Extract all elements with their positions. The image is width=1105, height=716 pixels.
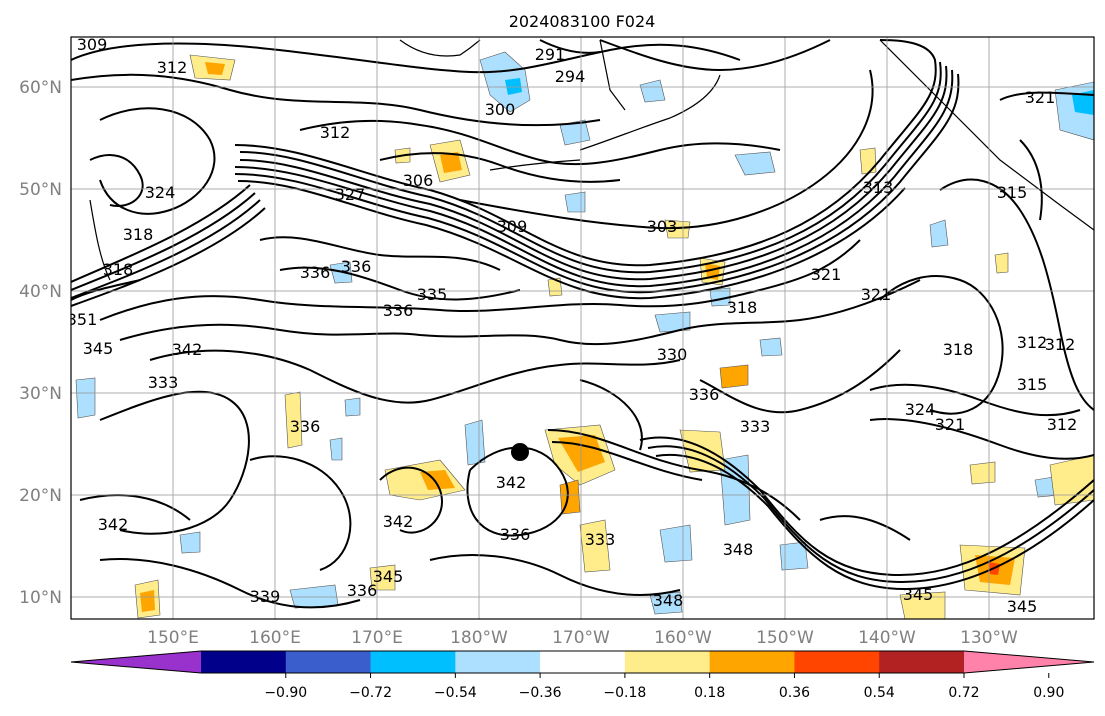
- contour-label: 318: [123, 225, 154, 244]
- colorbar-tick-label: −0.54: [434, 685, 477, 701]
- colorbar-bin: [879, 651, 965, 673]
- lon-label: 160°W: [654, 628, 712, 648]
- colorbar-tick-label: 0.90: [1033, 685, 1064, 701]
- colorbar-extend-low: [71, 651, 201, 673]
- colorbar-tick-label: −0.72: [349, 685, 392, 701]
- contour-label: 315: [1017, 375, 1048, 394]
- contour-labels: 309 312 291 294 300 321 312 324 306 327 303 309 318 3…: [67, 35, 1078, 616]
- contour-label: 306: [403, 171, 434, 190]
- lat-label: 60°N: [19, 78, 62, 98]
- contour-label: 345: [83, 339, 114, 358]
- colorbar-tick-label: 0.72: [948, 685, 979, 701]
- contour-label: 303: [647, 217, 678, 236]
- contour-label: 345: [373, 567, 404, 586]
- shaded-anomaly-patches: [75, 51, 1094, 619]
- contour-label: 333: [585, 530, 616, 549]
- lon-label: 150°E: [147, 628, 199, 648]
- colorbar-bin: [201, 651, 287, 673]
- contour-label: 336: [347, 581, 378, 600]
- contour-label: 312: [1047, 415, 1078, 434]
- contour-label: 348: [653, 591, 684, 610]
- contour-label: 345: [903, 585, 934, 604]
- colorbar-bin: [794, 651, 880, 673]
- gridlines: [71, 37, 1094, 619]
- contour-label: 321: [861, 285, 892, 304]
- contour-label: 336: [383, 301, 414, 320]
- lat-label: 30°N: [19, 384, 62, 404]
- contour-label: 327: [335, 185, 366, 204]
- contour-label: 291: [535, 45, 566, 64]
- contour-label: 324: [905, 400, 936, 419]
- contour-label: 300: [485, 100, 516, 119]
- colorbar-tick-label: −0.18: [603, 685, 646, 701]
- colorbar-bin: [370, 651, 456, 673]
- lon-label: 150°W: [756, 628, 814, 648]
- contour-label: 318: [943, 340, 974, 359]
- contour-label: 318: [727, 298, 758, 317]
- contour-label: 324: [145, 183, 176, 202]
- lat-label: 40°N: [19, 282, 62, 302]
- lon-label: 170°E: [351, 628, 403, 648]
- longitude-axis: 150°E 160°E 170°E 180°W 170°W 160°W 150°…: [147, 628, 1018, 648]
- contour-label: 309: [497, 217, 528, 236]
- contour-label: 342: [98, 515, 129, 534]
- contour-label: 342: [172, 340, 203, 359]
- coastlines: [89, 39, 1094, 281]
- contour-label: 312: [320, 123, 351, 142]
- latitude-axis: 60°N 50°N 40°N 30°N 20°N 10°N: [19, 78, 62, 608]
- lat-label: 20°N: [19, 486, 62, 506]
- contour-label: 312: [1017, 333, 1048, 352]
- contour-label: 336: [341, 257, 372, 276]
- contour-label: 333: [148, 373, 179, 392]
- contour-label: 348: [723, 540, 754, 559]
- lon-label: 160°E: [249, 628, 301, 648]
- colorbar-bin: [709, 651, 795, 673]
- lat-label: 50°N: [19, 180, 62, 200]
- lon-label: 170°W: [552, 628, 610, 648]
- contour-lines: [71, 39, 1094, 609]
- contour-label: 351: [67, 310, 98, 329]
- colorbar-tick-label: −0.36: [519, 685, 562, 701]
- lon-label: 180°W: [450, 628, 508, 648]
- contour-label: 342: [496, 473, 527, 492]
- contour-label: 336: [290, 417, 321, 436]
- contour-label: 342: [383, 512, 414, 531]
- map-title: 2024083100 F024: [509, 12, 656, 31]
- storm-center-marker: [511, 443, 529, 461]
- contour-label: 315: [997, 183, 1028, 202]
- colorbar-bin: [455, 651, 541, 673]
- lon-label: 130°W: [960, 628, 1018, 648]
- map-border: [70, 36, 1095, 620]
- contour-label: 330: [657, 345, 688, 364]
- colorbar: −0.90 −0.72 −0.54 −0.36 −0.18 0.18 0.36 0.54 0.7…: [70, 650, 1095, 701]
- contour-label: 336: [500, 525, 531, 544]
- colorbar-bin: [624, 651, 711, 673]
- contour-label: 321: [1025, 88, 1056, 107]
- contour-label: 335: [417, 285, 448, 304]
- contour-label: 294: [555, 67, 586, 86]
- contour-label: 336: [300, 263, 331, 282]
- colorbar-extend-high: [964, 651, 1094, 673]
- lat-label: 10°N: [19, 588, 62, 608]
- contour-label: 336: [689, 385, 720, 404]
- lon-label: 140°W: [858, 628, 916, 648]
- colorbar-bin: [540, 651, 626, 673]
- contour-label: 312: [157, 58, 188, 77]
- contour-label: 339: [250, 587, 281, 606]
- colorbar-tick-label: 0.18: [694, 685, 725, 701]
- contour-label: 313: [863, 178, 894, 197]
- contour-label: 345: [1007, 597, 1038, 616]
- colorbar-outline: [70, 650, 1095, 674]
- colorbar-tick-label: 0.36: [779, 685, 810, 701]
- contour-label: 321: [811, 265, 842, 284]
- contour-label: 333: [740, 417, 771, 436]
- contour-label: 312: [1045, 335, 1076, 354]
- colorbar-tick-label: −0.90: [264, 685, 307, 701]
- contour-label: 309: [77, 35, 108, 54]
- colorbar-tick-label: 0.54: [864, 685, 895, 701]
- contour-label: 321: [935, 415, 966, 434]
- contour-label: 318: [103, 260, 134, 279]
- colorbar-bin: [285, 651, 372, 673]
